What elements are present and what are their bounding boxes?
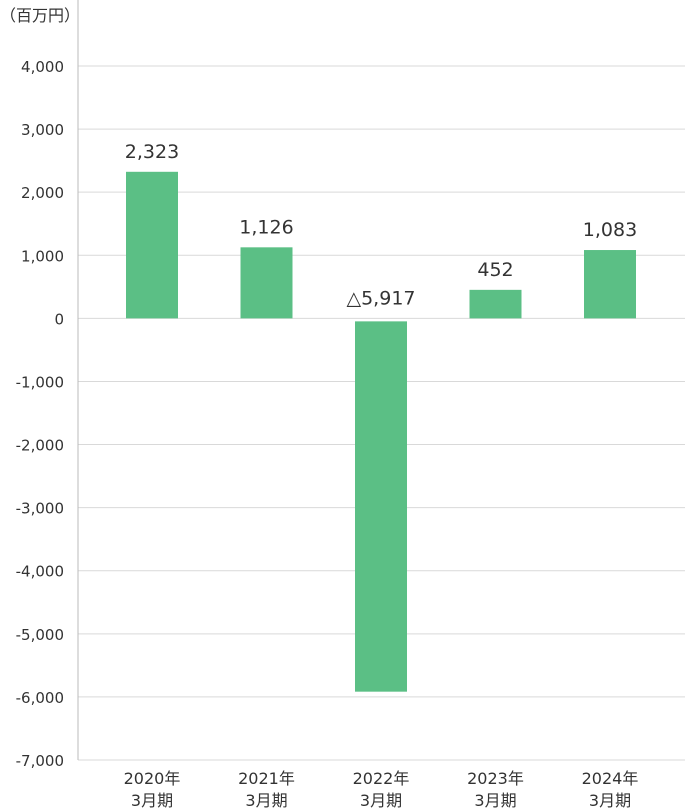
y-axis: 4,000 3,000 2,000 1,000 0 -1,000 -2,000 -3,000 -…: [16, 0, 79, 770]
y-tick-label: -2,000: [16, 437, 64, 455]
bar: [126, 171, 178, 319]
data-label: 1,083: [583, 219, 637, 241]
x-tick-label-period: 3月期: [360, 791, 402, 810]
x-tick-label-year: 2022年: [353, 769, 410, 788]
data-label: 2,323: [125, 141, 179, 163]
y-tick-label: 2,000: [21, 184, 64, 202]
y-tick-label: -7,000: [16, 752, 64, 770]
bar: [240, 247, 293, 319]
x-tick-label-year: 2023年: [467, 769, 524, 788]
data-labels: 2,323 1,126 △5,917 452 1,083: [125, 141, 637, 310]
x-tick-label-year: 2020年: [124, 769, 181, 788]
y-tick-label: -4,000: [16, 563, 64, 581]
x-tick-label-period: 3月期: [474, 791, 516, 810]
data-label: △5,917: [346, 287, 415, 309]
y-tick-label: -5,000: [16, 626, 64, 644]
y-tick-label: 4,000: [21, 58, 64, 76]
bars: [126, 171, 636, 692]
y-tick-label: 0: [54, 310, 64, 328]
y-tick-label: 3,000: [21, 121, 64, 139]
bar: [469, 289, 522, 319]
bar: [584, 250, 636, 319]
x-tick-label-year: 2021年: [238, 769, 295, 788]
y-tick-label: -3,000: [16, 500, 64, 518]
x-tick-label-period: 3月期: [589, 791, 631, 810]
bar: [355, 321, 407, 692]
x-axis-labels: 2020年 3月期 2021年 3月期 2022年 3月期 2023年 3月期 2024年 3月期: [124, 769, 639, 810]
x-tick-label-period: 3月期: [131, 791, 173, 810]
data-label: 452: [477, 259, 513, 281]
y-tick-label: -6,000: [16, 689, 64, 707]
unit-label: （百万円）: [0, 6, 81, 25]
data-label: 1,126: [239, 216, 293, 238]
x-tick-label-year: 2024年: [582, 769, 639, 788]
y-tick-label: 1,000: [21, 247, 64, 265]
x-tick-label-period: 3月期: [245, 791, 287, 810]
y-tick-label: -1,000: [16, 373, 64, 391]
